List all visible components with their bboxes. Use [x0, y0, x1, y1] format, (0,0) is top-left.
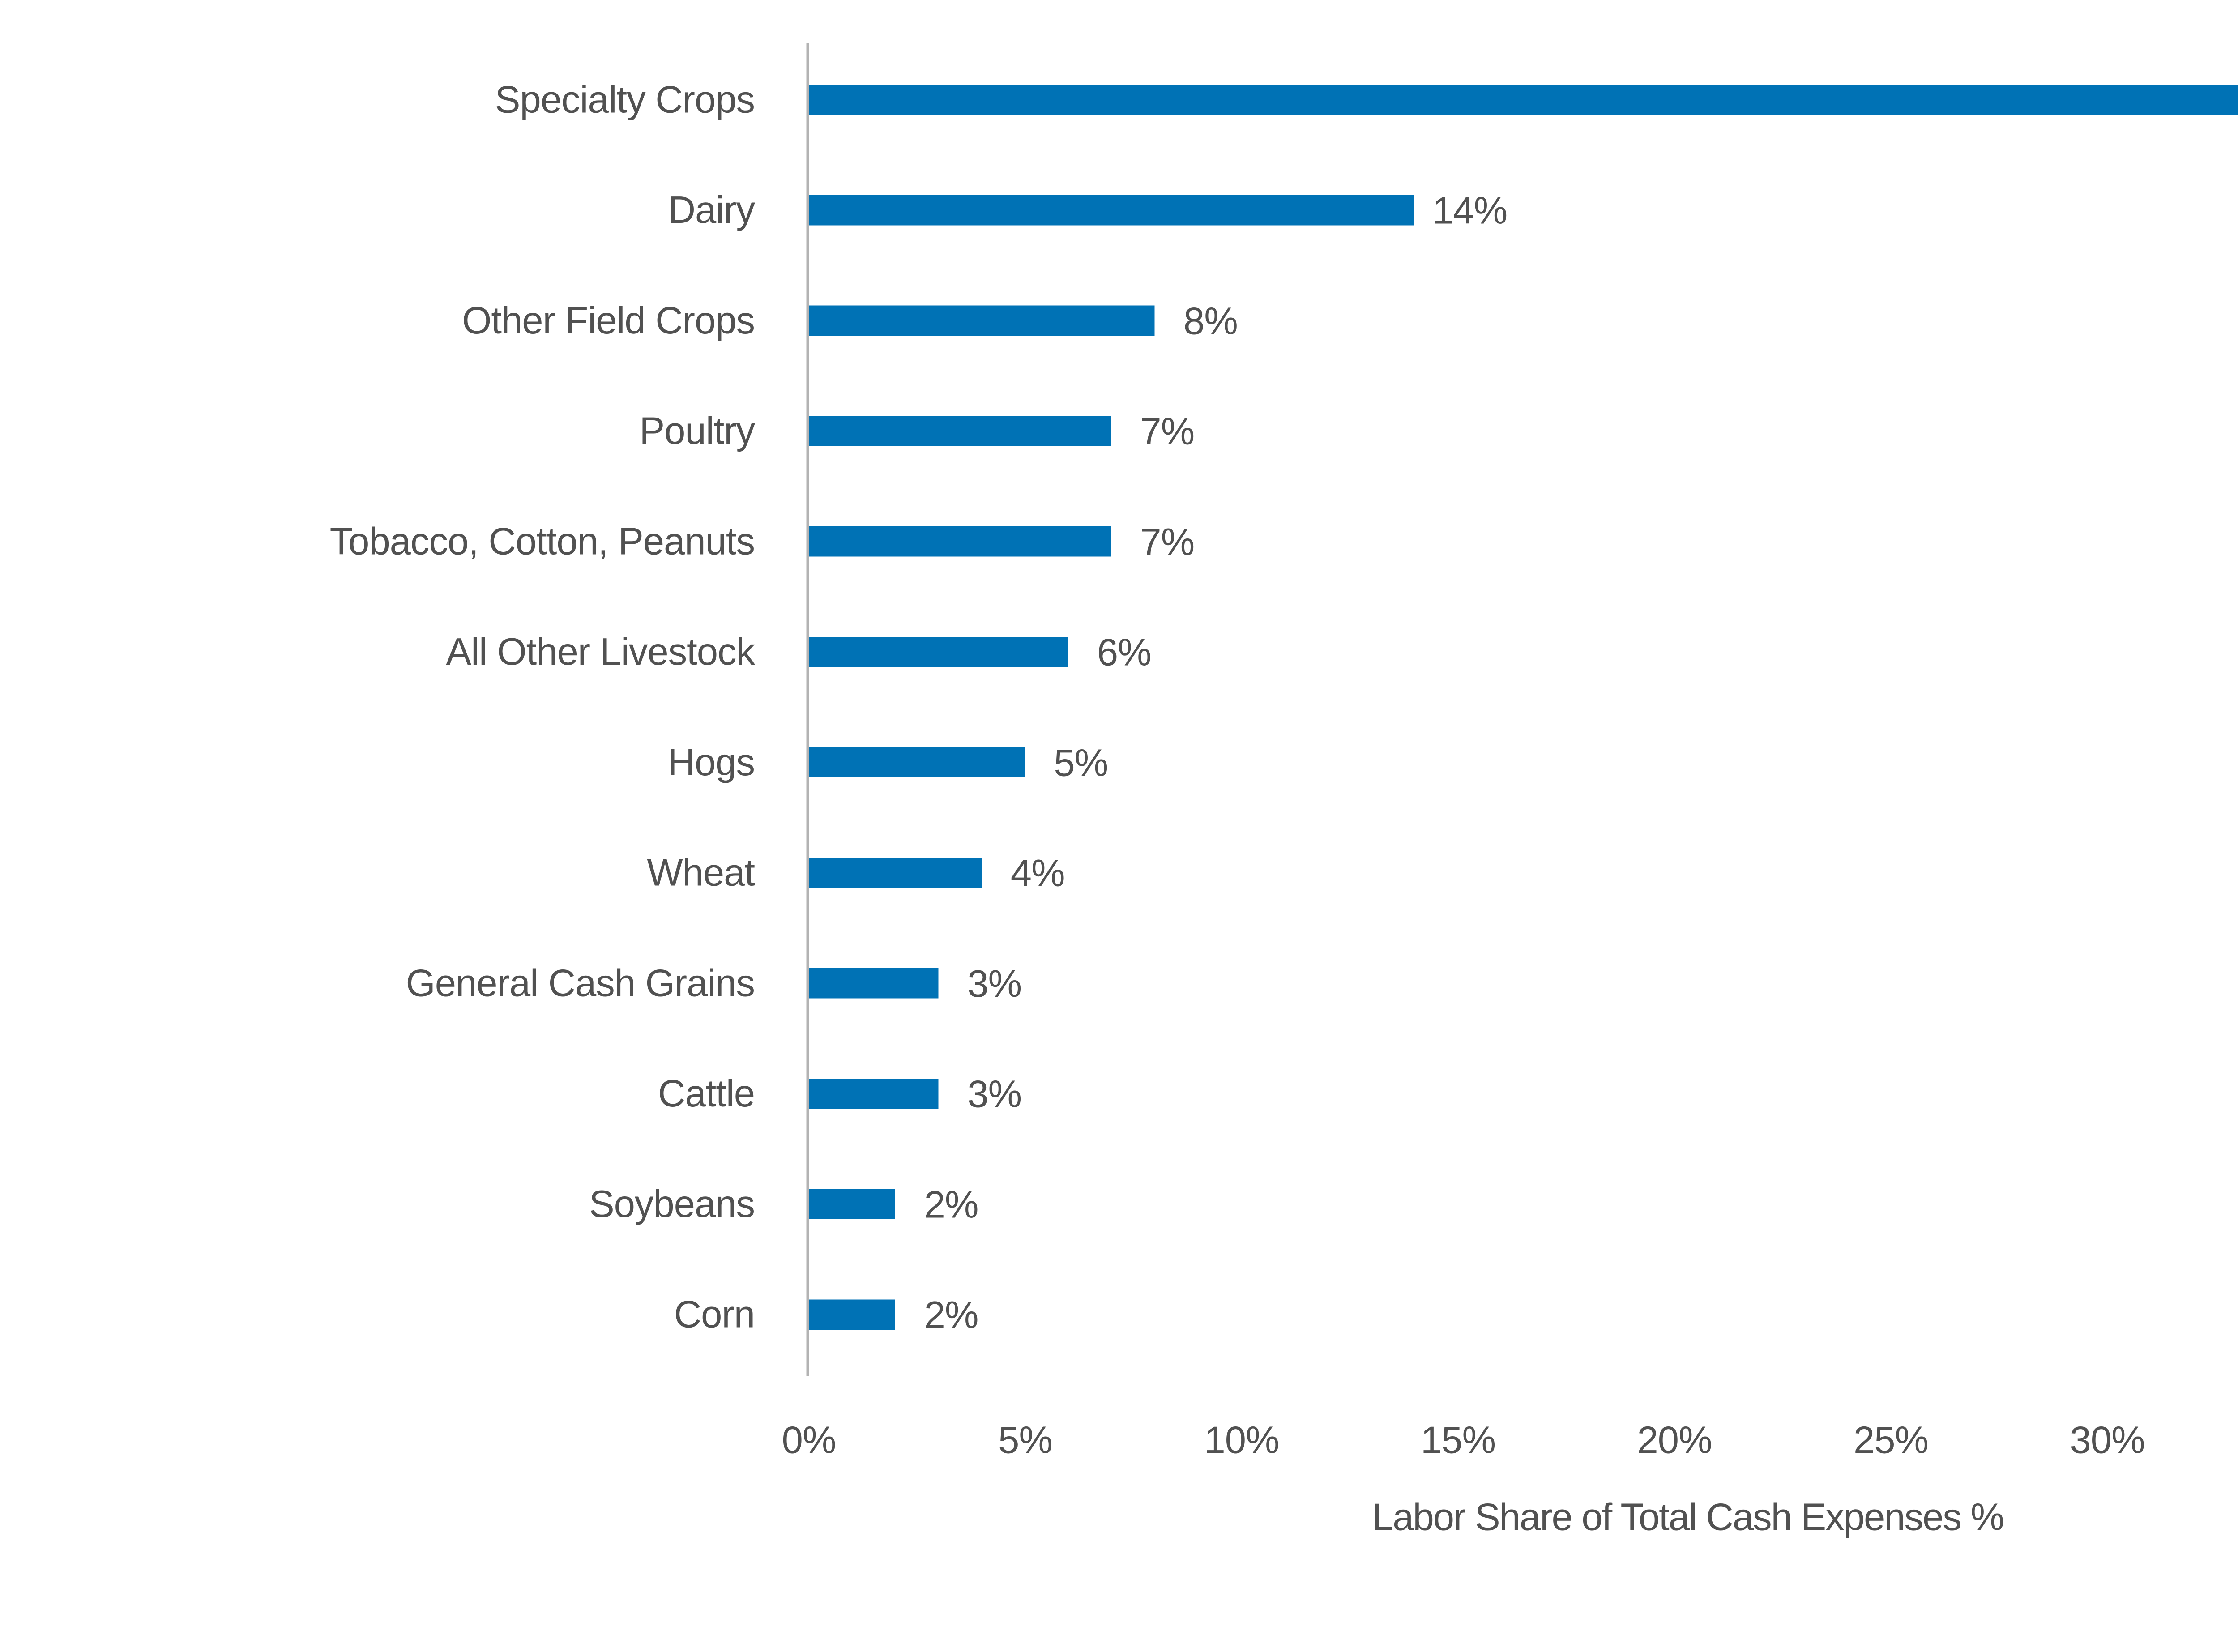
svg-text:Poultry: Poultry	[639, 410, 755, 452]
svg-text:0%: 0%	[782, 1419, 836, 1461]
svg-text:14%: 14%	[1432, 190, 1507, 232]
svg-text:4%: 4%	[1011, 852, 1065, 895]
svg-text:7%: 7%	[1140, 521, 1194, 563]
svg-text:6%: 6%	[1097, 632, 1151, 674]
svg-text:25%: 25%	[1854, 1419, 1928, 1461]
svg-text:Labor Share of Total Cash Expe: Labor Share of Total Cash Expenses %	[1372, 1496, 2003, 1539]
svg-text:All Other Livestock: All Other Livestock	[446, 631, 755, 673]
svg-text:Dairy: Dairy	[668, 189, 756, 231]
svg-text:Other Field Crops: Other Field Crops	[462, 299, 755, 342]
svg-text:Soybeans: Soybeans	[589, 1183, 755, 1225]
svg-text:8%: 8%	[1183, 300, 1238, 342]
svg-text:Corn: Corn	[674, 1293, 755, 1336]
svg-text:30%: 30%	[2070, 1419, 2144, 1461]
svg-text:5%: 5%	[998, 1419, 1052, 1461]
svg-text:General Cash Grains: General Cash Grains	[406, 962, 755, 1004]
svg-text:2%: 2%	[924, 1183, 978, 1226]
svg-text:10%: 10%	[1204, 1419, 1279, 1461]
svg-text:Cattle: Cattle	[658, 1072, 755, 1115]
svg-text:2%: 2%	[924, 1294, 978, 1336]
svg-text:Wheat: Wheat	[647, 852, 755, 894]
svg-text:3%: 3%	[967, 963, 1021, 1005]
svg-text:20%: 20%	[1637, 1419, 1712, 1461]
svg-text:3%: 3%	[967, 1073, 1021, 1116]
svg-text:Specialty Crops: Specialty Crops	[495, 78, 755, 121]
svg-text:5%: 5%	[1054, 742, 1108, 784]
svg-text:Tobacco, Cotton, Peanuts: Tobacco, Cotton, Peanuts	[330, 520, 755, 563]
svg-text:7%: 7%	[1140, 410, 1194, 453]
svg-text:15%: 15%	[1421, 1419, 1495, 1461]
svg-text:Hogs: Hogs	[668, 741, 755, 784]
